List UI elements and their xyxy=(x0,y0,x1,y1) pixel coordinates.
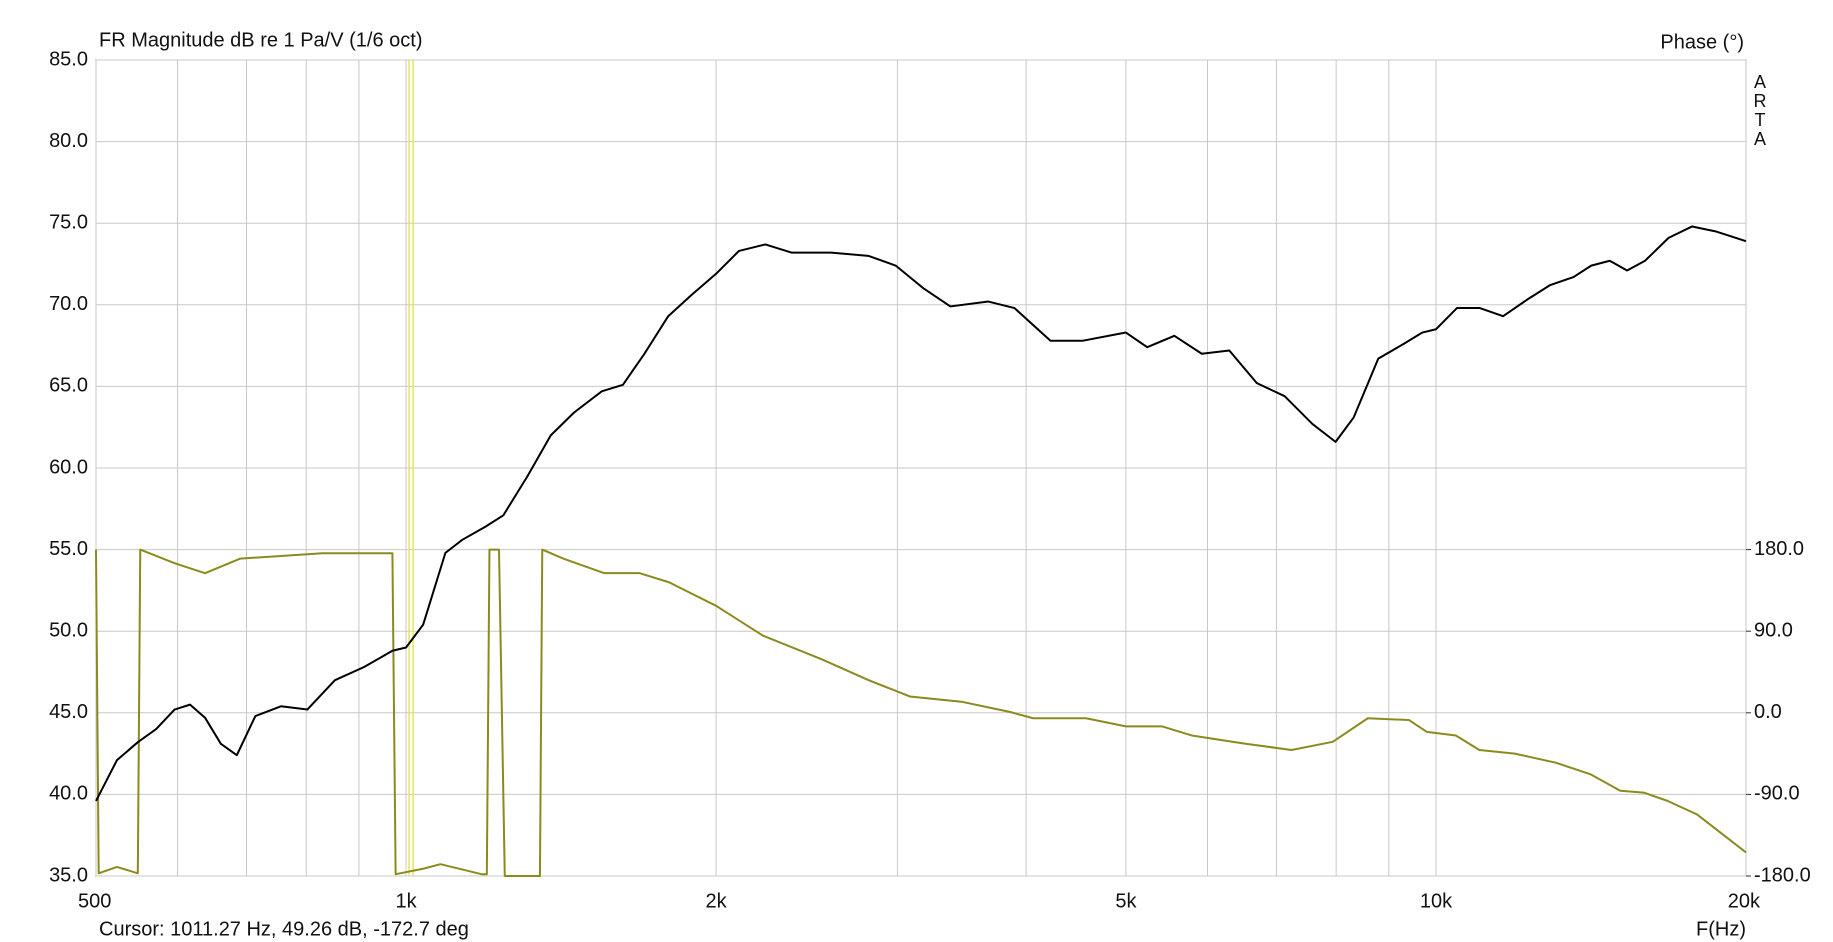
y-tick-label: 70.0 xyxy=(49,293,88,315)
y2-tick-label: -180.0 xyxy=(1754,864,1811,886)
y-tick-label: 80.0 xyxy=(49,130,88,152)
y-tick-label: 85.0 xyxy=(49,48,88,70)
y2-tick-label: 0.0 xyxy=(1754,701,1782,723)
y2-axis-title: Phase (°) xyxy=(1660,31,1744,53)
x-tick-label: 10k xyxy=(1420,890,1453,912)
y-tick-label: 50.0 xyxy=(49,619,88,641)
y-tick-label: 65.0 xyxy=(49,375,88,397)
x-tick-label: 5k xyxy=(1115,890,1137,912)
y-tick-label: 75.0 xyxy=(49,211,88,233)
watermark: ARTA xyxy=(1750,72,1770,148)
x-axis-title: F(Hz) xyxy=(1696,918,1746,940)
y-tick-label: 55.0 xyxy=(49,538,88,560)
y2-tick-label: -90.0 xyxy=(1754,783,1800,805)
y-tick-label: 45.0 xyxy=(49,701,88,723)
y2-tick-label: 90.0 xyxy=(1754,619,1793,641)
y-tick-label: 35.0 xyxy=(49,864,88,886)
x-tick-label: 500 xyxy=(78,890,111,912)
x-tick-label: 20k xyxy=(1728,890,1761,912)
y2-tick-label: 180.0 xyxy=(1754,538,1804,560)
x-tick-label: 2k xyxy=(706,890,728,912)
cursor-readout: Cursor: 1011.27 Hz, 49.26 dB, -172.7 deg xyxy=(99,918,469,940)
series-line xyxy=(95,548,1747,877)
y-tick-label: 60.0 xyxy=(49,456,88,478)
y-tick-label: 40.0 xyxy=(49,783,88,805)
series-line xyxy=(95,225,1747,802)
chart-title: FR Magnitude dB re 1 Pa/V (1/6 oct) xyxy=(99,29,423,51)
x-tick-label: 1k xyxy=(395,890,417,912)
